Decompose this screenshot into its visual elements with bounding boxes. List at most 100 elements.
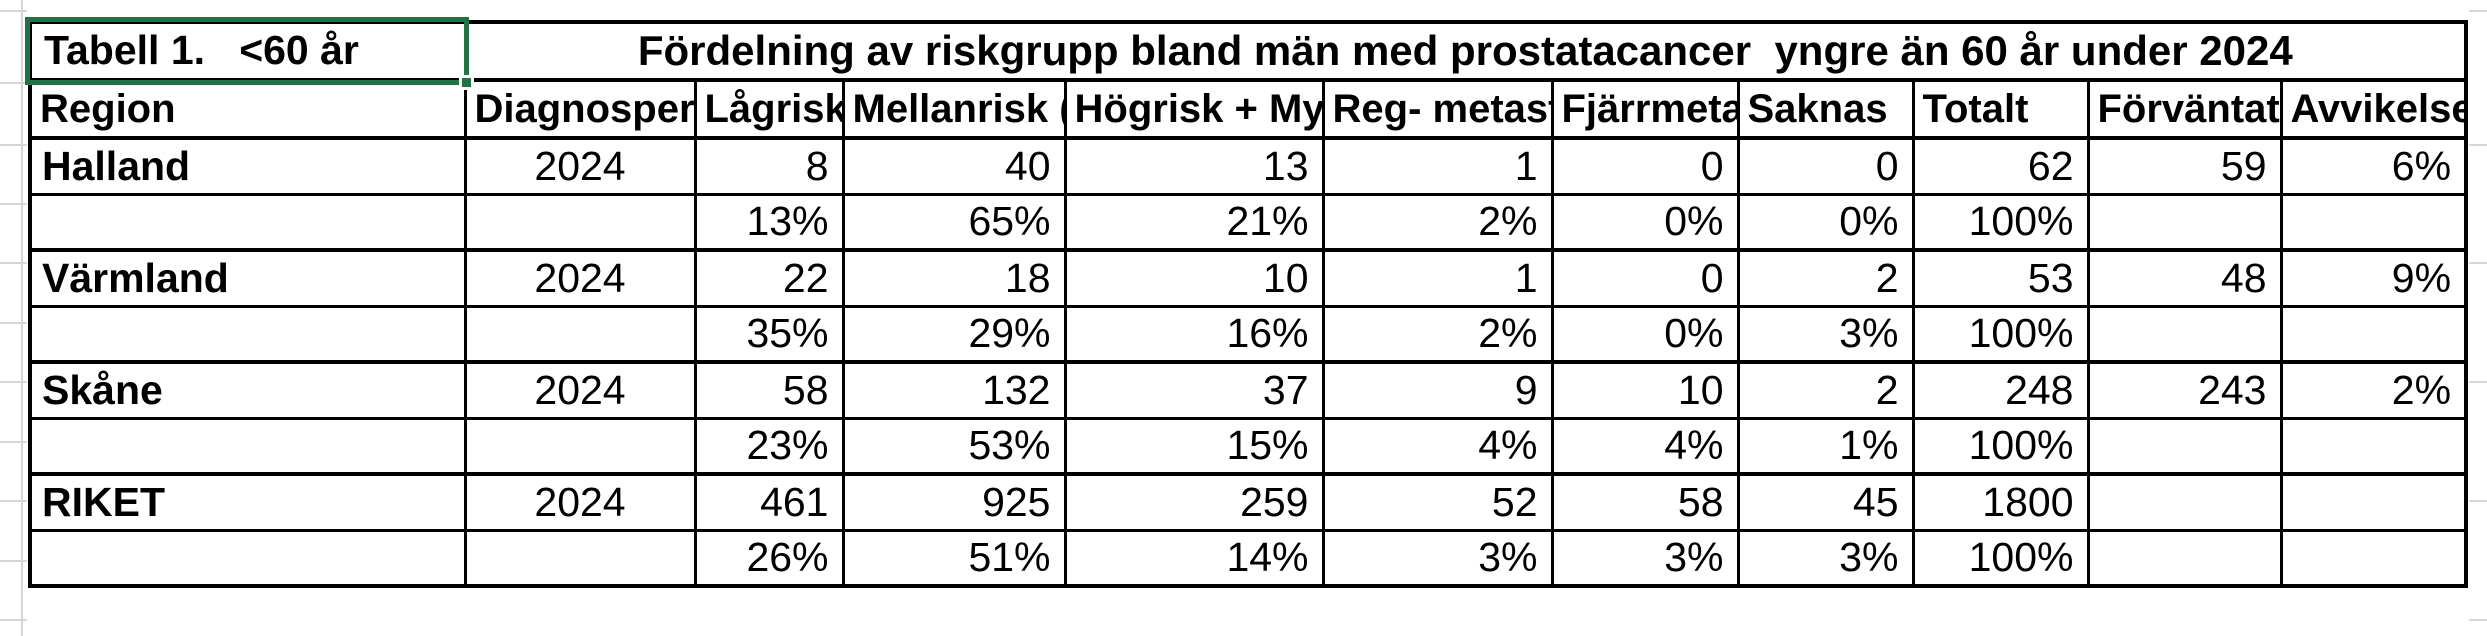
cell-reg-metastaser-count[interactable]: 1 [1321,248,1554,308]
cell-hogrisk-pct[interactable]: 16% [1063,305,1325,364]
cell-avvikelse[interactable]: 2% [2279,360,2468,420]
cell-empty[interactable] [28,417,467,476]
cell-fjarrmetastaser-pct[interactable]: 0% [1550,305,1740,364]
cell-fjarrmetastaser-pct[interactable]: 3% [1550,529,1740,588]
col-header-avvikelse[interactable]: Avvikelse [2279,78,2468,140]
col-header-reg-metastaser[interactable]: Reg- metast [1321,78,1554,140]
cell-lagrisk-pct[interactable]: 23% [693,417,845,476]
cell-hogrisk-count[interactable]: 37 [1063,360,1325,420]
cell-forvantat[interactable]: 59 [2086,136,2283,196]
cell-saknas-count[interactable]: 45 [1736,472,1915,532]
cell-totalt-count[interactable]: 62 [1911,136,2090,196]
cell-table-title[interactable]: Fördelning av riskgrupp bland män med pr… [463,20,2468,82]
cell-fjarrmetastaser-count[interactable]: 10 [1550,360,1740,420]
cell-empty[interactable] [463,193,697,252]
cell-region-name[interactable]: RIKET [28,472,467,532]
cell-lagrisk-pct[interactable]: 35% [693,305,845,364]
cell-empty[interactable] [463,305,697,364]
cell-hogrisk-pct[interactable]: 14% [1063,529,1325,588]
col-header-fjarrmetastaser[interactable]: Fjärrmeta [1550,78,1740,140]
cell-hogrisk-count[interactable]: 259 [1063,472,1325,532]
cell-saknas-pct[interactable]: 3% [1736,529,1915,588]
cell-saknas-pct[interactable]: 1% [1736,417,1915,476]
cell-forvantat-pct[interactable] [2086,193,2283,252]
cell-reg-metastaser-pct[interactable]: 2% [1321,305,1554,364]
cell-saknas-count[interactable]: 2 [1736,360,1915,420]
cell-hogrisk-count[interactable]: 13 [1063,136,1325,196]
cell-fjarrmetastaser-count[interactable]: 0 [1550,136,1740,196]
col-header-lagrisk[interactable]: Lågrisk [693,78,845,140]
col-header-saknas[interactable]: Saknas [1736,78,1915,140]
cell-avvikelse-pct[interactable] [2279,529,2468,588]
cell-diagnosperiod[interactable]: 2024 [463,360,697,420]
cell-fjarrmetastaser-count[interactable]: 58 [1550,472,1740,532]
cell-fjarrmetastaser-pct[interactable]: 4% [1550,417,1740,476]
cell-mellanrisk-pct[interactable]: 65% [841,193,1067,252]
cell-hogrisk-pct[interactable]: 21% [1063,193,1325,252]
cell-avvikelse-pct[interactable] [2279,193,2468,252]
cell-forvantat[interactable]: 48 [2086,248,2283,308]
col-header-mellanrisk[interactable]: Mellanrisk ( [841,78,1067,140]
cell-reg-metastaser-count[interactable]: 52 [1321,472,1554,532]
cell-diagnosperiod[interactable]: 2024 [463,472,697,532]
cell-diagnosperiod[interactable]: 2024 [463,248,697,308]
cell-totalt-pct[interactable]: 100% [1911,305,2090,364]
cell-hogrisk-count[interactable]: 10 [1063,248,1325,308]
cell-empty[interactable] [463,417,697,476]
fill-handle[interactable] [459,75,474,90]
col-header-forvantat[interactable]: Förväntat [2086,78,2283,140]
cell-forvantat-pct[interactable] [2086,417,2283,476]
cell-avvikelse-pct[interactable] [2279,417,2468,476]
cell-lagrisk-count[interactable]: 22 [693,248,845,308]
cell-reg-metastaser-pct[interactable]: 4% [1321,417,1554,476]
cell-diagnosperiod[interactable]: 2024 [463,136,697,196]
cell-lagrisk-pct[interactable]: 26% [693,529,845,588]
cell-mellanrisk-pct[interactable]: 29% [841,305,1067,364]
col-header-region[interactable]: Region [28,78,467,140]
cell-region-name[interactable]: Skåne [28,360,467,420]
cell-lagrisk-count[interactable]: 58 [693,360,845,420]
cell-mellanrisk-count[interactable]: 18 [841,248,1067,308]
cell-reg-metastaser-pct[interactable]: 3% [1321,529,1554,588]
cell-forvantat[interactable]: 243 [2086,360,2283,420]
cell-saknas-pct[interactable]: 0% [1736,193,1915,252]
cell-mellanrisk-pct[interactable]: 51% [841,529,1067,588]
cell-reg-metastaser-count[interactable]: 9 [1321,360,1554,420]
cell-totalt-count[interactable]: 53 [1911,248,2090,308]
cell-region-name[interactable]: Halland [28,136,467,196]
col-header-totalt[interactable]: Totalt [1911,78,2090,140]
cell-fjarrmetastaser-pct[interactable]: 0% [1550,193,1740,252]
cell-mellanrisk-count[interactable]: 132 [841,360,1067,420]
cell-reg-metastaser-pct[interactable]: 2% [1321,193,1554,252]
cell-totalt-pct[interactable]: 100% [1911,417,2090,476]
cell-mellanrisk-pct[interactable]: 53% [841,417,1067,476]
col-header-diagnosperiod[interactable]: Diagnosper [463,78,697,140]
cell-avvikelse-pct[interactable] [2279,305,2468,364]
cell-empty[interactable] [28,305,467,364]
cell-lagrisk-count[interactable]: 461 [693,472,845,532]
cell-forvantat-pct[interactable] [2086,529,2283,588]
cell-saknas-count[interactable]: 0 [1736,136,1915,196]
cell-empty[interactable] [463,529,697,588]
col-header-hogrisk[interactable]: Högrisk + Myc [1063,78,1325,140]
cell-avvikelse[interactable]: 6% [2279,136,2468,196]
cell-hogrisk-pct[interactable]: 15% [1063,417,1325,476]
cell-mellanrisk-count[interactable]: 40 [841,136,1067,196]
cell-totalt-pct[interactable]: 100% [1911,193,2090,252]
cell-avvikelse[interactable]: 9% [2279,248,2468,308]
cell-fjarrmetastaser-count[interactable]: 0 [1550,248,1740,308]
cell-lagrisk-pct[interactable]: 13% [693,193,845,252]
cell-totalt-pct[interactable]: 100% [1911,529,2090,588]
cell-region-name[interactable]: Värmland [28,248,467,308]
cell-avvikelse[interactable] [2279,472,2468,532]
cell-empty[interactable] [28,193,467,252]
cell-empty[interactable] [28,529,467,588]
cell-totalt-count[interactable]: 248 [1911,360,2090,420]
cell-table-label[interactable]: Tabell 1. <60 år [28,20,467,82]
cell-reg-metastaser-count[interactable]: 1 [1321,136,1554,196]
cell-saknas-count[interactable]: 2 [1736,248,1915,308]
cell-lagrisk-count[interactable]: 8 [693,136,845,196]
cell-forvantat[interactable] [2086,472,2283,532]
cell-saknas-pct[interactable]: 3% [1736,305,1915,364]
cell-totalt-count[interactable]: 1800 [1911,472,2090,532]
